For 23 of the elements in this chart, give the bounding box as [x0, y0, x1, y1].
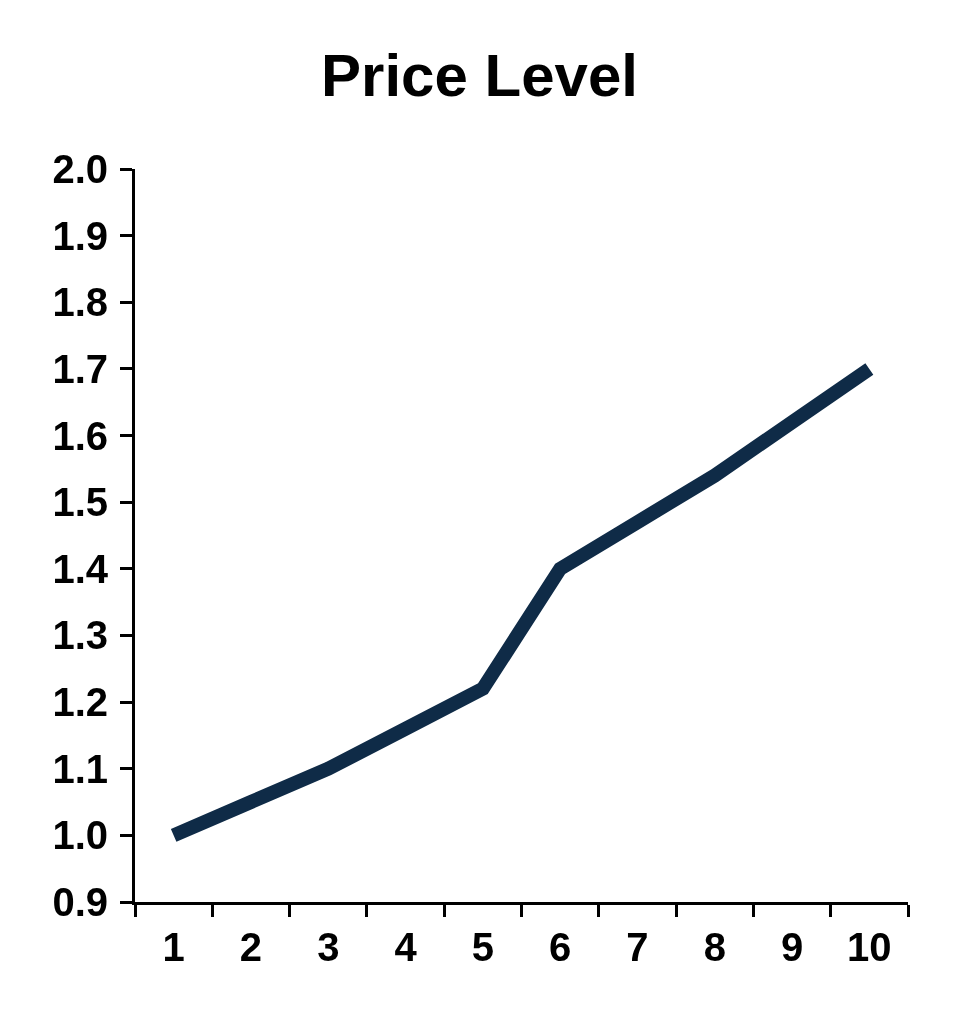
y-tick-label: 1.3 [52, 613, 108, 658]
y-tick-label: 1.8 [52, 280, 108, 325]
x-tick-label: 4 [394, 925, 418, 969]
x-tick-label: 5 [471, 925, 494, 969]
y-tick-label: 1.6 [52, 413, 108, 458]
x-tick-label: 1 [162, 925, 185, 969]
y-tick-label: 1.5 [52, 480, 108, 525]
x-tick-label: 7 [626, 925, 649, 969]
y-tick-label: 1.0 [52, 813, 108, 858]
x-tick-label: 2 [239, 925, 263, 969]
y-tick-label: 1.2 [52, 680, 108, 725]
y-tick-label: 1.9 [52, 213, 108, 258]
y-tick-label: 1.7 [52, 346, 108, 391]
y-tick-label: 2.0 [52, 147, 108, 191]
x-tick-label: 3 [317, 925, 340, 969]
y-tick-label: 0.9 [52, 880, 108, 924]
x-tick-label: 6 [549, 925, 572, 969]
y-tick-label: 1.1 [52, 746, 108, 791]
x-tick-label: 10 [847, 925, 892, 969]
x-tick-label: 8 [703, 925, 726, 969]
chart-title: Price Level [321, 42, 638, 109]
x-tick-label: 9 [780, 925, 804, 969]
y-tick-label: 1.4 [52, 546, 109, 591]
